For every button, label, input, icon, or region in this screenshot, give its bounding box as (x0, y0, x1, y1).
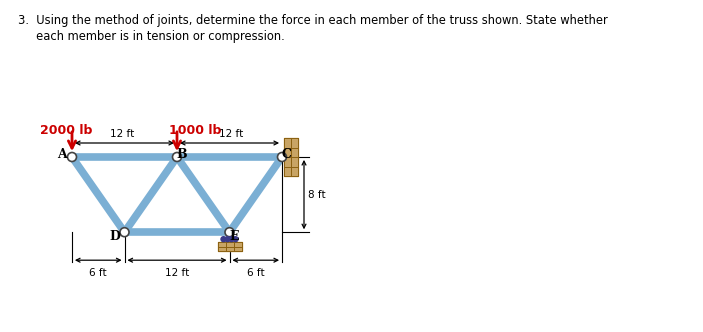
Bar (217, 242, 242, 251)
Circle shape (233, 237, 238, 242)
Text: 1000 lb: 1000 lb (169, 124, 221, 137)
Text: 2000 lb: 2000 lb (40, 124, 92, 137)
Text: 3.  Using the method of joints, determine the force in each member of the truss : 3. Using the method of joints, determine… (18, 14, 608, 27)
Text: 12 ft: 12 ft (165, 268, 189, 278)
Text: 6 ft: 6 ft (247, 268, 264, 278)
Bar (284, 138, 298, 176)
Text: 8 ft: 8 ft (308, 190, 325, 200)
Circle shape (229, 237, 234, 242)
Text: 12 ft: 12 ft (219, 129, 244, 139)
Circle shape (225, 237, 230, 242)
Circle shape (225, 228, 234, 237)
Text: each member is in tension or compression.: each member is in tension or compression… (18, 30, 285, 43)
Circle shape (67, 152, 77, 161)
Text: B: B (176, 148, 187, 161)
Text: D: D (109, 230, 120, 243)
Text: 6 ft: 6 ft (89, 268, 107, 278)
Circle shape (172, 152, 181, 161)
Circle shape (278, 152, 287, 161)
Text: A: A (57, 148, 67, 161)
Text: E: E (230, 230, 239, 243)
Text: C: C (281, 148, 291, 161)
Circle shape (120, 228, 129, 237)
Text: 12 ft: 12 ft (110, 129, 135, 139)
Circle shape (221, 237, 226, 242)
